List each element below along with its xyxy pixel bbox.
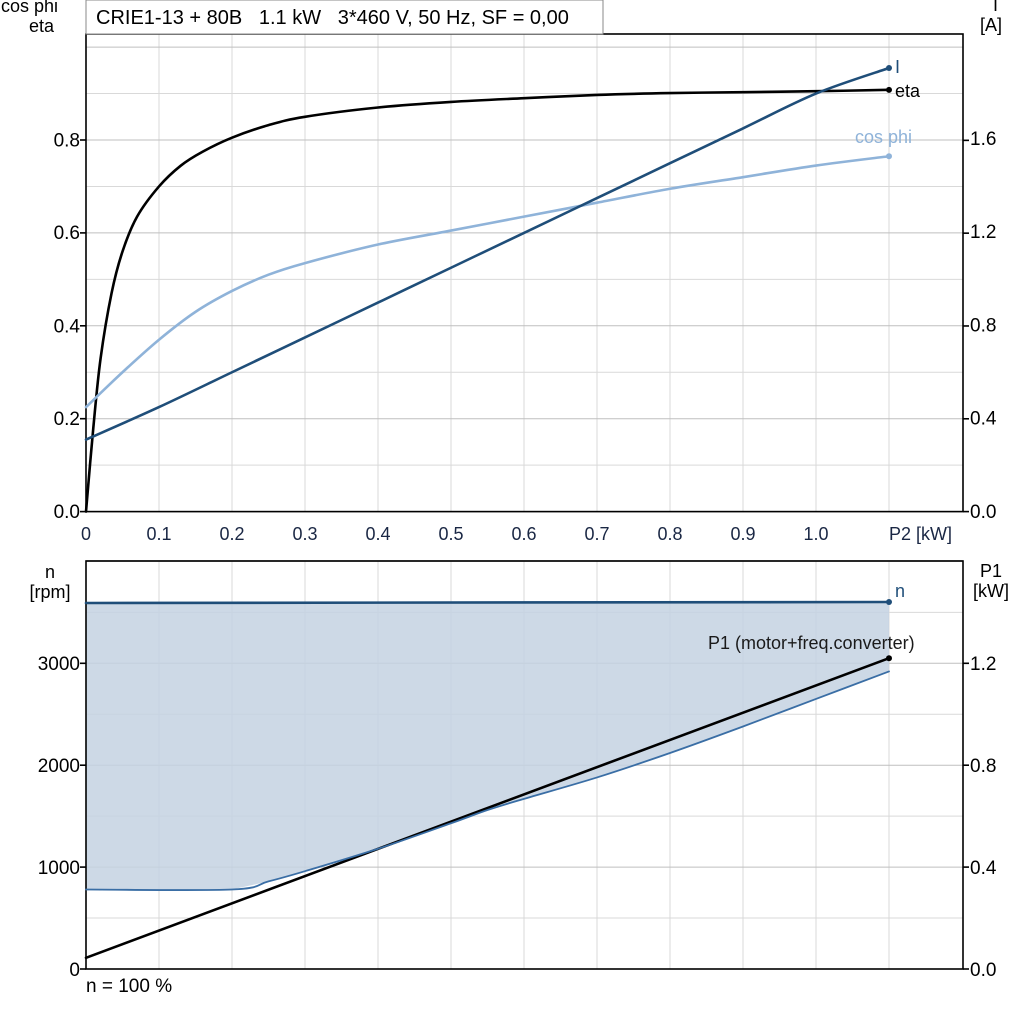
svg-text:1.2: 1.2 [970, 654, 996, 675]
svg-text:n: n [895, 581, 905, 601]
svg-text:2000: 2000 [38, 756, 80, 777]
svg-text:eta: eta [29, 16, 55, 36]
svg-text:P1 (motor+freq.converter): P1 (motor+freq.converter) [708, 633, 915, 653]
svg-text:0.8: 0.8 [657, 524, 682, 544]
svg-text:1.6: 1.6 [970, 129, 996, 150]
svg-text:0.7: 0.7 [584, 524, 609, 544]
svg-text:cos phi: cos phi [855, 127, 912, 147]
svg-text:[kW]: [kW] [973, 581, 1009, 601]
svg-text:0.4: 0.4 [970, 409, 997, 430]
svg-text:0.2: 0.2 [54, 409, 80, 430]
svg-text:cos phi: cos phi [1, 0, 58, 16]
svg-text:0.3: 0.3 [292, 524, 317, 544]
svg-text:CRIE1-13 + 80B 1.1 kW 3*46: CRIE1-13 + 80B 1.1 kW 3*460 V, 50 Hz, SF… [96, 7, 569, 29]
svg-text:0.4: 0.4 [970, 858, 997, 879]
svg-text:0.2: 0.2 [219, 524, 244, 544]
svg-text:0.5: 0.5 [438, 524, 463, 544]
svg-text:0.4: 0.4 [54, 316, 81, 337]
svg-text:0.8: 0.8 [54, 131, 80, 152]
svg-text:0.4: 0.4 [365, 524, 390, 544]
svg-text:0.0: 0.0 [970, 960, 996, 981]
svg-text:0.0: 0.0 [54, 502, 80, 523]
svg-text:I: I [895, 57, 900, 77]
svg-text:0.0: 0.0 [970, 502, 996, 523]
svg-text:1000: 1000 [38, 858, 80, 879]
svg-text:P2 [kW]: P2 [kW] [889, 524, 952, 544]
svg-text:[A]: [A] [980, 15, 1002, 35]
svg-text:0.9: 0.9 [730, 524, 755, 544]
svg-text:0.8: 0.8 [970, 315, 996, 336]
svg-text:eta: eta [895, 81, 921, 101]
svg-text:3000: 3000 [38, 654, 80, 675]
svg-text:0.6: 0.6 [511, 524, 536, 544]
svg-text:0.6: 0.6 [54, 223, 80, 244]
svg-text:0: 0 [81, 524, 91, 544]
svg-text:n: n [45, 562, 55, 582]
svg-text:1.2: 1.2 [970, 222, 996, 243]
svg-text:n = 100 %: n = 100 % [86, 976, 172, 997]
svg-text:0: 0 [69, 960, 80, 981]
svg-text:P1: P1 [980, 561, 1002, 581]
svg-text:[rpm]: [rpm] [29, 582, 70, 602]
svg-text:I: I [993, 0, 998, 15]
svg-text:0.1: 0.1 [146, 524, 171, 544]
svg-text:1.0: 1.0 [803, 524, 828, 544]
svg-text:0.8: 0.8 [970, 756, 996, 777]
